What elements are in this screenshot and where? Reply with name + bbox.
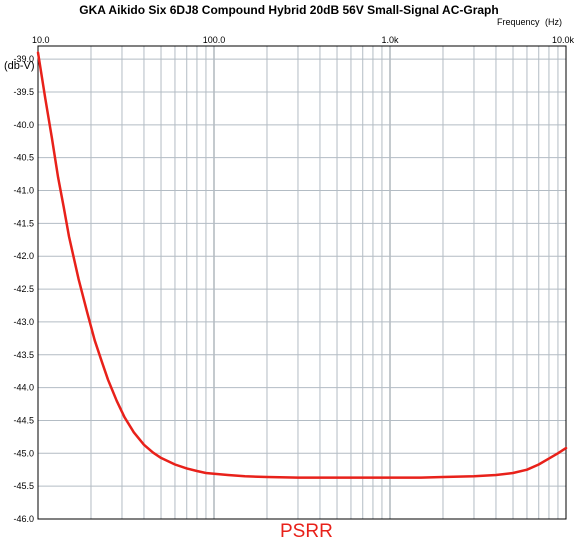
y-tick-label: -44.5 [13,415,34,425]
y-tick-label: -42.5 [13,284,34,294]
x-axis-label: Frequency [497,17,540,27]
x-axis-unit: (Hz) [545,17,562,27]
y-tick-label: -46.0 [13,514,34,524]
y-tick-label: -39.0 [13,54,34,64]
y-tick-label: -40.5 [13,153,34,163]
y-tick-label: -39.5 [13,87,34,97]
x-tick-label: 100.0 [203,35,226,45]
y-tick-label: -43.0 [13,317,34,327]
chart-title: GKA Aikido Six 6DJ8 Compound Hybrid 20dB… [79,3,499,17]
plot-frame [37,45,567,520]
y-tick-label: -45.5 [13,481,34,491]
y-tick-label: -43.5 [13,350,34,360]
y-tick-label: -45.0 [13,448,34,458]
y-tick-label: -41.0 [13,186,34,196]
y-tick-label: -41.5 [13,218,34,228]
y-axis-label: (db-V) [4,60,35,72]
y-tick-label: -44.0 [13,383,34,393]
chart-caption: PSRR [280,521,333,542]
x-tick-label: 10.0 [32,35,50,45]
y-tick-label: -40.0 [13,120,34,130]
series-line [36,51,568,479]
y-tick-label: -42.0 [13,251,34,261]
x-tick-label: 10.0k [552,35,575,45]
x-tick-label: 1.0k [381,35,399,45]
